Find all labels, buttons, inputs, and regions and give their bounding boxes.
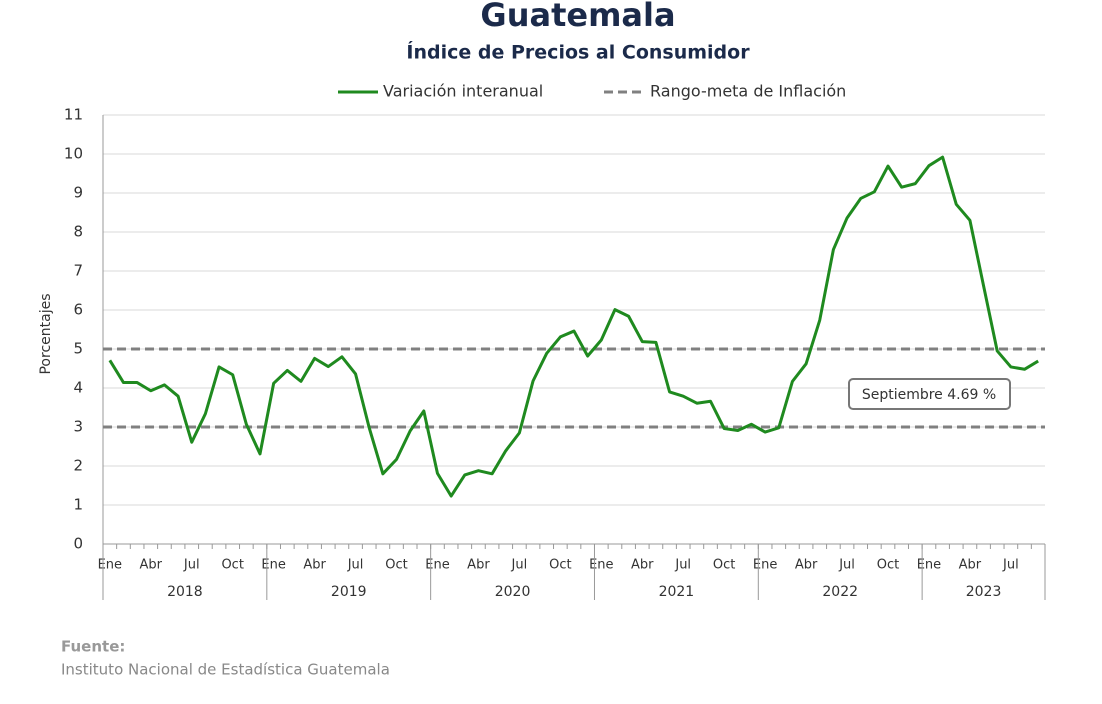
year-label: 2021 [659,584,695,600]
x-tick-label: Jul [183,558,200,573]
x-tick-label: Oct [221,558,243,573]
legend-label: Rango-meta de Inflación [650,82,846,101]
year-label: 2022 [822,584,858,600]
x-tick-label: Oct [877,558,899,573]
y-tick-label: 6 [73,301,83,319]
x-tick-label: Ene [425,558,449,573]
y-tick-label: 10 [64,145,83,163]
annotation-box [848,378,1011,410]
legend-label: Variación interanual [383,82,543,101]
y-tick-label: 4 [73,379,83,397]
x-tick-label: Abr [959,558,982,573]
x-tick-label: Ene [589,558,613,573]
x-tick-label: Jul [347,558,364,573]
y-tick-label: 2 [73,457,83,475]
x-tick-label: Ene [753,558,777,573]
x-tick-label: Jul [838,558,855,573]
year-label: 2018 [167,584,203,600]
y-axis-label: Porcentajes [38,293,54,374]
x-tick-label: Oct [713,558,735,573]
y-tick-label: 0 [73,535,83,553]
year-label: 2019 [331,584,367,600]
x-tick-label: Jul [674,558,691,573]
y-tick-label: 8 [73,223,83,241]
y-tick-label: 9 [73,184,83,202]
x-tick-label: Ene [917,558,941,573]
chart-title: Guatemala [480,0,675,34]
year-label: 2023 [966,584,1002,600]
y-tick-label: 11 [64,106,83,124]
x-tick-label: Abr [467,558,490,573]
y-tick-label: 7 [73,262,83,280]
data-line [108,155,1039,498]
x-tick-label: Jul [511,558,528,573]
source: Instituto Nacional de Estadística Guatem… [61,661,390,679]
x-tick-label: Oct [385,558,407,573]
x-tick-label: Oct [549,558,571,573]
x-tick-label: Abr [795,558,818,573]
source-label: Fuente: [61,638,125,656]
x-tick-label: Abr [631,558,654,573]
x-tick-label: Abr [303,558,326,573]
y-tick-label: 5 [73,340,83,358]
chart-subtitle: Índice de Precios al Consumidor [406,41,750,64]
y-tick-label: 3 [73,418,83,436]
year-label: 2020 [495,584,531,600]
x-tick-label: Ene [261,558,285,573]
y-tick-label: 1 [73,496,83,514]
x-tick-label: Ene [98,558,122,573]
x-tick-label: Abr [140,558,163,573]
annotation: Septiembre 4.69 % [862,387,996,403]
x-tick-label: Jul [1002,558,1019,573]
